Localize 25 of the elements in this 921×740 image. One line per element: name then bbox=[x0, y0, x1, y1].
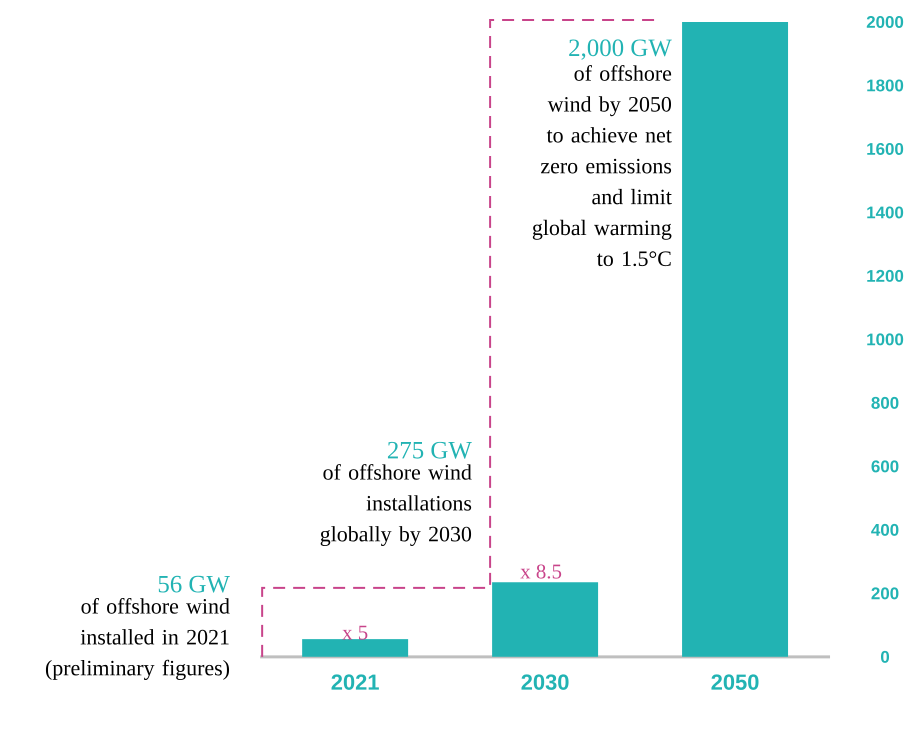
text: of offshore wind installed in 2021 (preliminary figures) bbox=[46, 598, 230, 680]
bar bbox=[682, 22, 788, 657]
bar bbox=[492, 582, 598, 657]
text: 56 GW bbox=[158, 576, 230, 593]
y-tick-label: 1000 bbox=[867, 333, 904, 346]
bar bbox=[302, 639, 408, 657]
y-tick-label: 2000 bbox=[866, 16, 904, 28]
y-tick-label: 400 bbox=[871, 524, 898, 536]
y-tick-label: 800 bbox=[871, 396, 898, 409]
x-tick-label: 2021 bbox=[332, 674, 379, 690]
y-tick-label: 200 bbox=[871, 587, 898, 600]
y-tick-label: 1600 bbox=[867, 143, 904, 156]
y-tick-label: 1800 bbox=[867, 80, 904, 92]
y-tick-label: 1200 bbox=[867, 270, 904, 282]
annotation: x 8.5 bbox=[520, 564, 562, 579]
y-tick-label: 600 bbox=[872, 460, 898, 472]
annotation: 275 GW bbox=[388, 442, 472, 459]
y-tick-label: 1400 bbox=[867, 206, 904, 219]
x-tick-label: 2050 bbox=[711, 674, 759, 690]
annotation: of offshore wind installations globally by 2030 bbox=[320, 464, 472, 546]
x-tick-label: 2030 bbox=[521, 674, 569, 690]
annotation: of offshore wind by 2050 to achieve net zero emissions and limit global warming to 1.5°C bbox=[532, 65, 672, 266]
annotation: 2,000 GW bbox=[569, 39, 672, 60]
annotation: x 5 bbox=[342, 626, 368, 640]
y-tick-label: 0 bbox=[880, 650, 890, 663]
